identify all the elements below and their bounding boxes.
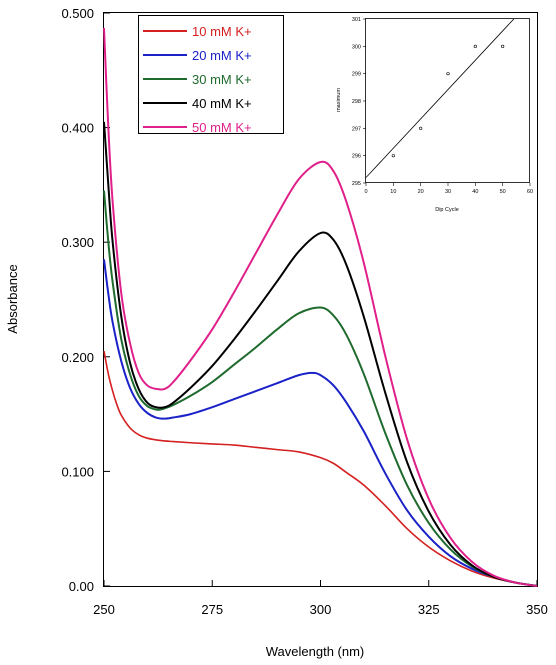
legend-box — [138, 15, 284, 134]
inset-y-tick-label: 300 — [352, 44, 361, 50]
x-tick-label: 350 — [526, 602, 548, 617]
series-line-50-mm-k — [103, 27, 538, 587]
inset-x-tick-label: 30 — [445, 189, 451, 195]
inset-y-axis-title: maximum — [336, 88, 342, 112]
inset-x-tick-label: 50 — [500, 189, 506, 195]
inset-data-point — [419, 126, 423, 130]
inset-y-tick-label: 298 — [352, 99, 361, 105]
inset-y-tick-label: 301 — [352, 17, 361, 23]
inset-data-point — [446, 72, 450, 76]
inset-fit-line — [366, 19, 515, 178]
inset-y-tick-label: 296 — [352, 154, 361, 160]
x-tick-label: 250 — [93, 602, 115, 617]
inset-frame — [365, 18, 530, 183]
legend: 10 mM K+ 20 mM K+ 30 mM K+ 40 mM K+ 50 mM K+ — [138, 15, 284, 135]
series-line-10-mm-k — [103, 350, 538, 587]
legend-label-40-mm-k: 40 mM K+ — [192, 96, 252, 111]
x-tick-label: 325 — [418, 602, 440, 617]
legend-label-20-mm-k: 20 mM K+ — [192, 48, 252, 63]
inset-x-axis-title: Dip Cycle — [435, 207, 459, 213]
y-tick-label: 0.100 — [61, 464, 94, 479]
y-tick-label: 0.400 — [61, 121, 94, 136]
inset-chart: Dip Cycle maximum 0 10 20 30 40 50 60 295 296 297… — [336, 17, 533, 213]
main-series-lines — [103, 27, 538, 587]
legend-label-10-mm-k: 10 mM K+ — [192, 24, 252, 39]
plot-frame — [103, 12, 538, 587]
inset-x-tick-label: 10 — [390, 189, 396, 195]
x-axis-title: Wavelength (nm) — [266, 644, 365, 659]
inset-y-tick-label: 295 — [352, 181, 361, 187]
inset-y-tick-label: 299 — [352, 72, 361, 78]
x-tick-label: 275 — [201, 602, 223, 617]
inset-x-tick-label: 60 — [527, 189, 533, 195]
y-tick-label: 0.500 — [61, 6, 94, 21]
inset-x-tick-label: 0 — [364, 189, 367, 195]
legend-label-30-mm-k: 30 mM K+ — [192, 72, 252, 87]
inset-data-point — [473, 44, 477, 48]
series-line-40-mm-k — [103, 121, 538, 587]
legend-label-50-mm-k: 50 mM K+ — [192, 120, 252, 135]
series-line-30-mm-k — [103, 190, 538, 587]
y-tick-label: 0.200 — [61, 350, 94, 365]
main-axis-ticks: 250 275 300 325 3500.000.1000.2000.3000.4000… — [61, 6, 547, 617]
y-tick-label: 0.00 — [69, 579, 94, 594]
series-line-20-mm-k — [103, 259, 538, 587]
inset-x-tick-label: 20 — [418, 189, 424, 195]
inset-x-tick-label: 40 — [472, 189, 478, 195]
x-tick-label: 300 — [310, 602, 332, 617]
inset-y-tick-label: 297 — [352, 126, 361, 132]
y-axis-title: Absorbance — [5, 264, 20, 333]
y-tick-label: 0.300 — [61, 235, 94, 250]
inset-data-point — [391, 154, 395, 158]
inset-data-point — [501, 44, 505, 48]
